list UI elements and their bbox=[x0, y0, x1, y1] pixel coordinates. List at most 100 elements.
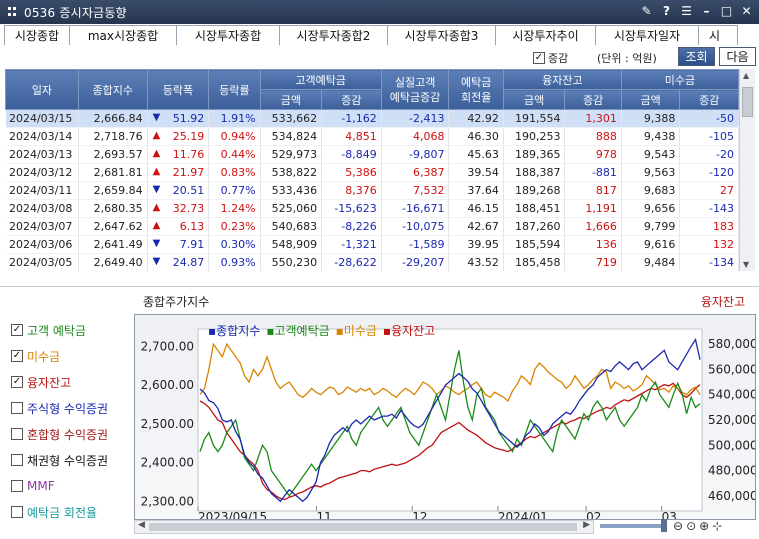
cell-real-deposit-delta[interactable]: -2,413 bbox=[381, 109, 450, 128]
cell-credit-amount[interactable]: 185,594 bbox=[503, 235, 566, 254]
cell-unpaid-delta[interactable]: 132 bbox=[679, 235, 739, 254]
cell-unpaid-delta[interactable]: 183 bbox=[679, 217, 739, 236]
cell-change[interactable]: ▲ 25.19 bbox=[147, 127, 210, 146]
cell-deposit-amount[interactable]: 533,436 bbox=[260, 181, 323, 200]
cell-index[interactable]: 2,649.40 bbox=[78, 253, 148, 271]
cell-date[interactable]: 2024/03/07 bbox=[5, 217, 79, 236]
table-row[interactable]: 2024/03/06 2,641.49 ▼ 7.91 0.30% 548,909 -1,32… bbox=[5, 235, 739, 254]
series-option[interactable]: 예탁금 회전율 bbox=[11, 499, 131, 525]
cell-rate[interactable]: 0.77% bbox=[208, 181, 261, 200]
scroll-right-icon[interactable]: ▶ bbox=[583, 520, 590, 530]
cell-turnover[interactable]: 43.52 bbox=[448, 253, 504, 271]
header-unpaid[interactable]: 미수금 bbox=[620, 69, 739, 90]
cell-index[interactable]: 2,641.49 bbox=[78, 235, 148, 254]
header-real-deposit[interactable]: 실질고객 예탁금증감 bbox=[380, 69, 450, 110]
minimize-icon[interactable]: – bbox=[703, 4, 710, 18]
cell-rate[interactable]: 0.30% bbox=[208, 235, 261, 254]
cell-unpaid-delta[interactable]: -50 bbox=[679, 109, 739, 128]
chart-scroll-thumb[interactable] bbox=[149, 523, 577, 531]
cell-turnover[interactable]: 42.92 bbox=[448, 109, 504, 128]
series-option[interactable]: ✓ 고객 예탁금 bbox=[11, 317, 131, 343]
cell-turnover[interactable]: 46.15 bbox=[448, 199, 504, 218]
tab-market-invest-summary-2[interactable]: 시장투자종합2 bbox=[279, 25, 388, 45]
cell-real-deposit-delta[interactable]: -1,589 bbox=[381, 235, 450, 254]
cell-real-deposit-delta[interactable]: -10,075 bbox=[381, 217, 450, 236]
cell-deposit-amount[interactable]: 529,973 bbox=[260, 145, 323, 164]
help-icon[interactable]: ? bbox=[663, 4, 670, 18]
series-option[interactable]: ✓ 융자잔고 bbox=[11, 369, 131, 395]
cell-index[interactable]: 2,666.84 bbox=[78, 109, 148, 128]
cell-rate[interactable]: 1.91% bbox=[208, 109, 261, 128]
cell-credit-amount[interactable]: 185,458 bbox=[503, 253, 566, 271]
checkbox-icon[interactable] bbox=[11, 428, 23, 440]
checkbox-icon[interactable] bbox=[11, 454, 23, 466]
cell-credit-delta[interactable]: 136 bbox=[564, 235, 622, 254]
checkbox-icon[interactable] bbox=[11, 402, 23, 414]
cell-rate[interactable]: 0.44% bbox=[208, 145, 261, 164]
cell-deposit-delta[interactable]: -1,162 bbox=[321, 109, 382, 128]
cell-unpaid-amount[interactable]: 9,388 bbox=[621, 109, 681, 128]
cell-deposit-amount[interactable]: 538,822 bbox=[260, 163, 323, 182]
cell-change[interactable]: ▲ 21.97 bbox=[147, 163, 210, 182]
cell-credit-delta[interactable]: 1,666 bbox=[564, 217, 622, 236]
cell-credit-amount[interactable]: 188,451 bbox=[503, 199, 566, 218]
cell-index[interactable]: 2,693.57 bbox=[78, 145, 148, 164]
cell-real-deposit-delta[interactable]: -16,671 bbox=[381, 199, 450, 218]
lookup-button[interactable]: 조회 bbox=[678, 47, 715, 66]
tab-overflow[interactable]: 시 bbox=[698, 25, 738, 45]
scroll-thumb[interactable] bbox=[742, 87, 753, 117]
cell-date[interactable]: 2024/03/05 bbox=[5, 253, 79, 271]
cell-change[interactable]: ▼ 20.51 bbox=[147, 181, 210, 200]
table-row[interactable]: 2024/03/15 2,666.84 ▼ 51.92 1.91% 533,662 -1,1… bbox=[5, 109, 739, 128]
cell-credit-delta[interactable]: 978 bbox=[564, 145, 622, 164]
zoom-fit-icon[interactable]: ⊙ bbox=[686, 519, 697, 533]
cell-date[interactable]: 2024/03/12 bbox=[5, 163, 79, 182]
cell-rate[interactable]: 0.93% bbox=[208, 253, 261, 271]
maximize-icon[interactable]: □ bbox=[720, 4, 733, 18]
checkbox-icon[interactable]: ✓ bbox=[11, 324, 23, 336]
cell-rate[interactable]: 1.24% bbox=[208, 199, 261, 218]
header-deposit-delta[interactable]: 증감 bbox=[321, 89, 382, 110]
table-row[interactable]: 2024/03/07 2,647.62 ▲ 6.13 0.23% 540,683 -8,22… bbox=[5, 217, 739, 236]
zoom-out-icon[interactable]: ⊖ bbox=[673, 519, 684, 533]
checkbox-icon[interactable] bbox=[11, 506, 23, 518]
cell-unpaid-amount[interactable]: 9,563 bbox=[621, 163, 681, 182]
header-index[interactable]: 종합지수 bbox=[77, 69, 148, 110]
tab-market-invest-trend[interactable]: 시장투자추이 bbox=[495, 25, 596, 45]
tab-market-invest-date[interactable]: 시장투자일자 bbox=[595, 25, 699, 45]
crosshair-tool-icon[interactable]: ⊹ bbox=[712, 519, 723, 533]
pin-icon[interactable]: ✎ bbox=[641, 4, 652, 18]
cell-deposit-delta[interactable]: 8,376 bbox=[321, 181, 382, 200]
cell-rate[interactable]: 0.23% bbox=[208, 217, 261, 236]
cell-credit-delta[interactable]: 719 bbox=[564, 253, 622, 271]
cell-credit-amount[interactable]: 188,387 bbox=[503, 163, 566, 182]
zoom-slider[interactable] bbox=[600, 519, 667, 532]
cell-index[interactable]: 2,647.62 bbox=[78, 217, 148, 236]
series-option[interactable]: 혼합형 수익증권 bbox=[11, 421, 131, 447]
cell-credit-delta[interactable]: 888 bbox=[564, 127, 622, 146]
cell-turnover[interactable]: 39.54 bbox=[448, 163, 504, 182]
cell-credit-amount[interactable]: 190,253 bbox=[503, 127, 566, 146]
cell-unpaid-delta[interactable]: -105 bbox=[679, 127, 739, 146]
cell-real-deposit-delta[interactable]: -29,207 bbox=[381, 253, 450, 271]
next-button[interactable]: 다음 bbox=[719, 47, 756, 66]
cell-turnover[interactable]: 45.63 bbox=[448, 145, 504, 164]
cell-deposit-delta[interactable]: -8,849 bbox=[321, 145, 382, 164]
tab-max-market-summary[interactable]: max시장종합 bbox=[69, 25, 177, 45]
table-row[interactable]: 2024/03/05 2,649.40 ▼ 24.87 0.93% 550,230 -28,… bbox=[5, 253, 739, 271]
cell-change[interactable]: ▼ 24.87 bbox=[147, 253, 210, 271]
cell-deposit-amount[interactable]: 525,060 bbox=[260, 199, 323, 218]
header-change[interactable]: 등락폭 bbox=[146, 69, 210, 110]
cell-deposit-delta[interactable]: -28,622 bbox=[321, 253, 382, 271]
header-deposit-amount[interactable]: 금액 bbox=[259, 89, 323, 110]
cell-unpaid-delta[interactable]: -20 bbox=[679, 145, 739, 164]
cell-unpaid-delta[interactable]: -120 bbox=[679, 163, 739, 182]
cell-index[interactable]: 2,659.84 bbox=[78, 181, 148, 200]
scroll-left-icon[interactable]: ◀ bbox=[138, 520, 145, 530]
cell-turnover[interactable]: 39.95 bbox=[448, 235, 504, 254]
cell-date[interactable]: 2024/03/11 bbox=[5, 181, 79, 200]
series-option[interactable]: 채권형 수익증권 bbox=[11, 447, 131, 473]
cell-unpaid-delta[interactable]: -134 bbox=[679, 253, 739, 271]
cell-turnover[interactable]: 42.67 bbox=[448, 217, 504, 236]
cell-credit-delta[interactable]: -881 bbox=[564, 163, 622, 182]
